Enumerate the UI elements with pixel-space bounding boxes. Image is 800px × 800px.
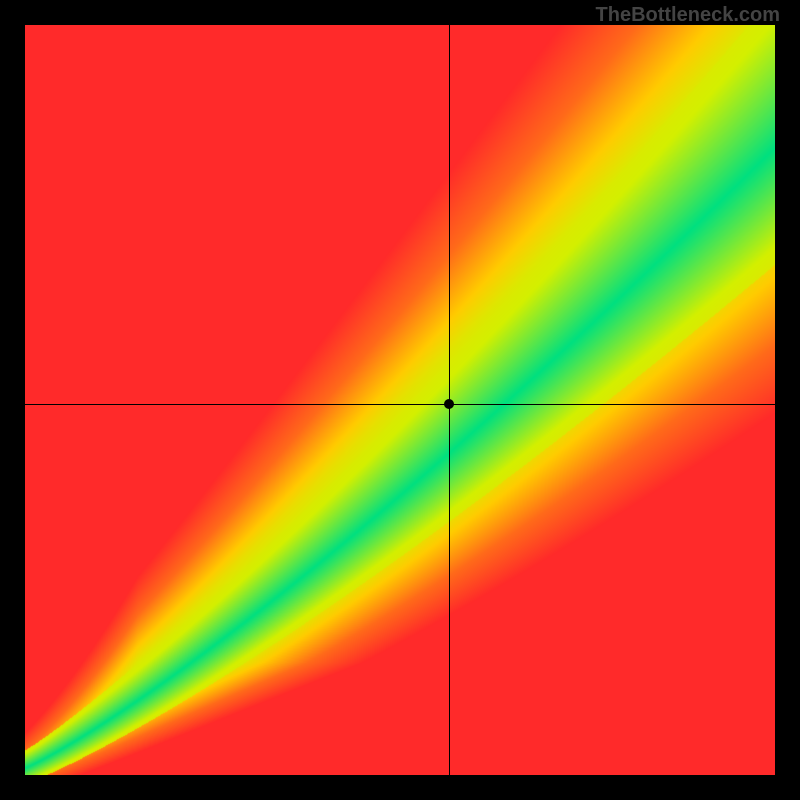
- crosshair-horizontal: [25, 404, 775, 405]
- heatmap-canvas: [25, 25, 775, 775]
- watermark: TheBottleneck.com: [596, 4, 780, 27]
- marker-dot: [444, 399, 454, 409]
- plot-area: [25, 25, 775, 775]
